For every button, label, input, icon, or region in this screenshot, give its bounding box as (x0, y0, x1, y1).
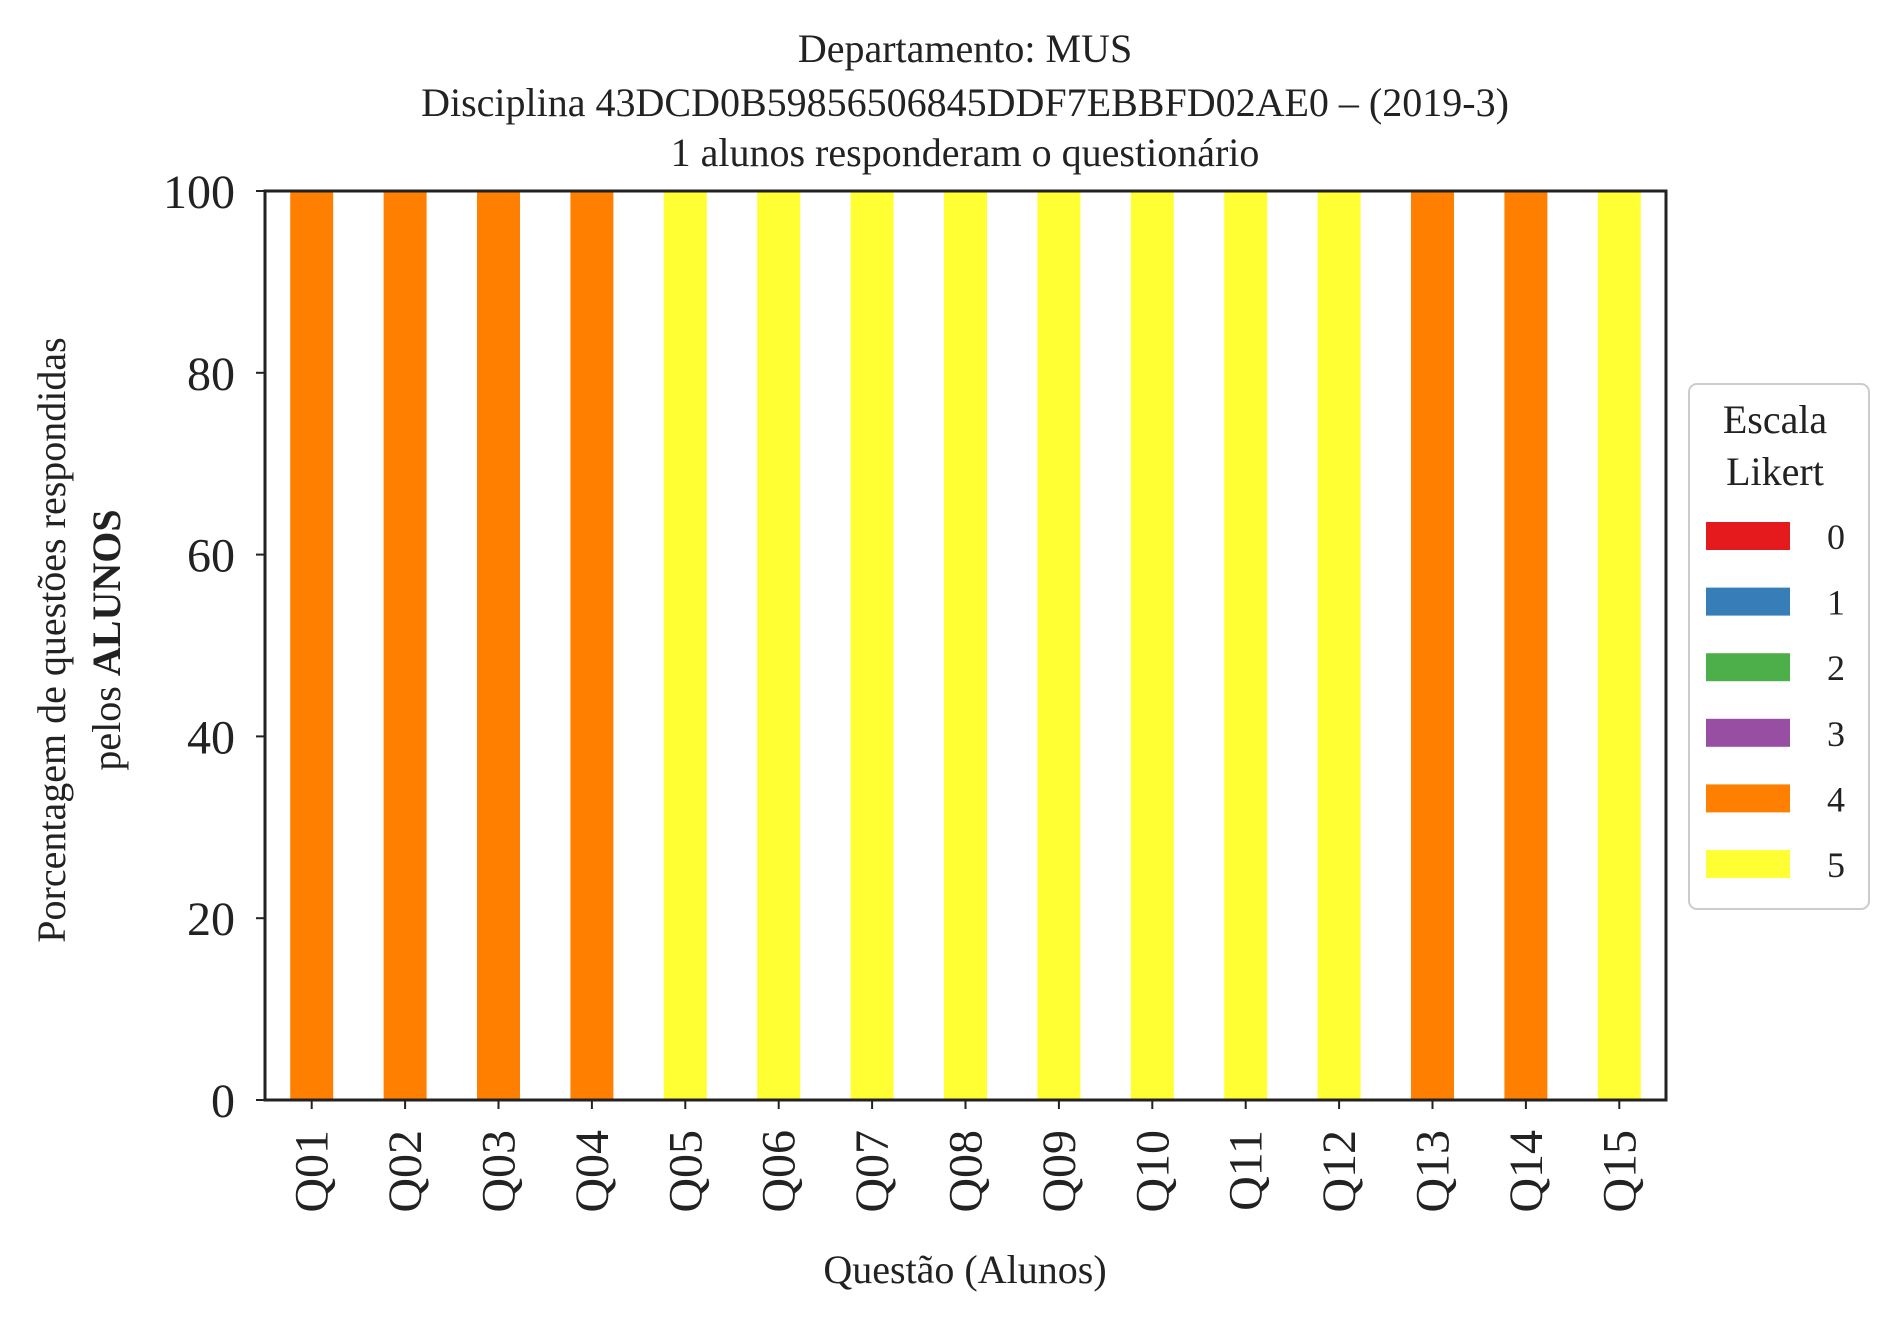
bar-Q01-level-4 (290, 191, 334, 1100)
legend: Escala Likert 0 1 2 3 4 5 (1688, 383, 1870, 910)
x-tick-label-Q03: Q03 (473, 1130, 526, 1213)
y-tick-label: 60 (187, 530, 235, 583)
bar-Q02-level-4 (383, 191, 427, 1100)
legend-label-2: 2 (1827, 648, 1845, 688)
bar-Q08-level-5 (944, 191, 987, 1100)
bar-Q04-level-4 (570, 191, 614, 1100)
x-tick-label-Q12: Q12 (1313, 1130, 1366, 1213)
plot-frame (263, 189, 1668, 1102)
legend-swatch-4 (1706, 784, 1790, 813)
y-tick-label: 20 (187, 893, 235, 946)
legend-label-4: 4 (1827, 779, 1845, 819)
bar-Q05-level-5 (663, 191, 707, 1100)
legend-swatch-1 (1706, 587, 1790, 616)
legend-label-5: 5 (1827, 845, 1845, 885)
bar-Q11-level-5 (1224, 191, 1268, 1100)
y-tick-label: 0 (211, 1075, 235, 1128)
legend-swatch-3 (1706, 718, 1790, 747)
legend-items: 0 1 2 3 4 5 (1706, 517, 1845, 885)
bars-group (290, 191, 1641, 1100)
legend-swatch-2 (1706, 653, 1790, 682)
x-tick-label-Q13: Q13 (1407, 1130, 1460, 1213)
x-ticks-group: Q01 Q02 Q03 Q04 Q05 Q06 Q07 Q08 Q09 Q10 Q11 Q12 Q13 Q… (286, 1100, 1646, 1213)
chart-title-line3: 1 alunos responderam o questionário (671, 130, 1260, 175)
chart-title-line2: Disciplina 43DCD0B59856506845DDF7EBBFD02… (421, 80, 1509, 125)
bar-Q06-level-5 (757, 191, 801, 1100)
x-tick-label-Q09: Q09 (1033, 1130, 1086, 1213)
legend-label-3: 3 (1827, 714, 1845, 754)
y-axis-label-line1: Porcentagem de questões respondidas (29, 337, 74, 942)
x-tick-label-Q15: Q15 (1593, 1130, 1646, 1213)
legend-label-0: 0 (1827, 517, 1845, 557)
x-tick-label-Q14: Q14 (1500, 1130, 1553, 1213)
x-tick-label-Q06: Q06 (753, 1130, 806, 1213)
legend-box (1688, 383, 1870, 910)
x-tick-label-Q02: Q02 (379, 1130, 432, 1213)
y-ticks-group: 0 20 40 60 80 100 (163, 166, 265, 1128)
x-tick-label-Q08: Q08 (940, 1130, 993, 1213)
x-tick-label-Q10: Q10 (1126, 1130, 1179, 1213)
legend-label-1: 1 (1827, 583, 1845, 623)
legend-title-line1: Escala (1723, 397, 1828, 442)
y-axis-label-line2: pelos ALUNOS (84, 509, 129, 770)
x-tick-label-Q07: Q07 (846, 1130, 899, 1213)
y-axis-label-bold: ALUNOS (84, 509, 129, 676)
bar-Q12-level-5 (1317, 191, 1361, 1100)
bar-Q10-level-5 (1130, 191, 1174, 1100)
legend-swatch-5 (1706, 850, 1790, 878)
bar-Q03-level-4 (477, 191, 520, 1100)
legend-title-line2: Likert (1726, 449, 1824, 494)
y-tick-label: 80 (187, 348, 235, 401)
chart-title-line1: Departamento: MUS (798, 26, 1132, 71)
x-tick-label-Q05: Q05 (659, 1130, 712, 1213)
x-tick-label-Q04: Q04 (566, 1130, 619, 1213)
bar-Q13-level-4 (1411, 191, 1454, 1100)
bar-Q14-level-4 (1504, 191, 1548, 1100)
y-tick-label: 100 (163, 166, 235, 219)
bar-Q07-level-5 (850, 191, 894, 1100)
y-axis-label-prefix: pelos (84, 676, 129, 770)
x-tick-label-Q01: Q01 (286, 1130, 339, 1213)
x-tick-label-Q11: Q11 (1220, 1130, 1273, 1211)
y-tick-label: 40 (187, 711, 235, 764)
x-axis-label: Questão (Alunos) (823, 1247, 1106, 1292)
bar-Q09-level-5 (1037, 191, 1081, 1100)
legend-swatch-0 (1706, 522, 1790, 550)
bar-Q15-level-5 (1597, 191, 1641, 1100)
